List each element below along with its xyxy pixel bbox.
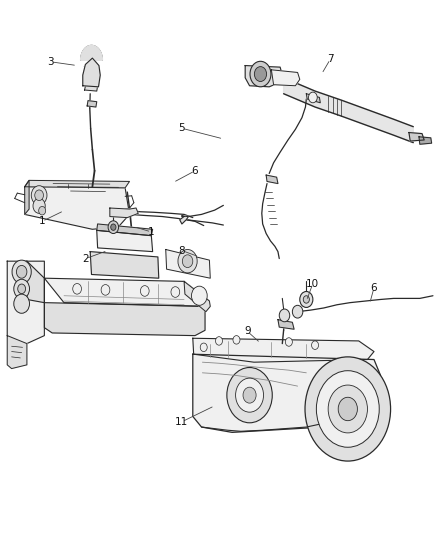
Circle shape bbox=[73, 284, 81, 294]
Text: 8: 8 bbox=[179, 246, 185, 255]
Circle shape bbox=[171, 287, 180, 297]
Polygon shape bbox=[97, 224, 152, 236]
Circle shape bbox=[250, 61, 271, 87]
Circle shape bbox=[305, 357, 391, 461]
Polygon shape bbox=[193, 338, 374, 362]
Polygon shape bbox=[193, 354, 381, 432]
Circle shape bbox=[254, 67, 267, 82]
Polygon shape bbox=[419, 137, 431, 144]
Polygon shape bbox=[44, 278, 209, 306]
Circle shape bbox=[14, 279, 29, 298]
Circle shape bbox=[31, 185, 47, 205]
Circle shape bbox=[328, 385, 367, 433]
Polygon shape bbox=[25, 180, 29, 214]
Circle shape bbox=[311, 341, 318, 350]
Text: 1: 1 bbox=[148, 227, 155, 237]
Circle shape bbox=[236, 378, 264, 412]
Circle shape bbox=[108, 221, 119, 233]
Polygon shape bbox=[110, 208, 138, 217]
Circle shape bbox=[279, 309, 290, 322]
Text: 2: 2 bbox=[82, 254, 89, 263]
Text: 6: 6 bbox=[371, 283, 377, 293]
Circle shape bbox=[227, 368, 272, 423]
Polygon shape bbox=[245, 66, 283, 87]
Circle shape bbox=[39, 206, 46, 215]
Polygon shape bbox=[180, 216, 188, 224]
Polygon shape bbox=[81, 45, 102, 60]
Polygon shape bbox=[278, 320, 294, 329]
Polygon shape bbox=[87, 101, 97, 107]
Circle shape bbox=[101, 285, 110, 295]
Polygon shape bbox=[7, 336, 27, 368]
Circle shape bbox=[233, 336, 240, 344]
Polygon shape bbox=[266, 175, 278, 183]
Circle shape bbox=[33, 198, 45, 213]
Text: 10: 10 bbox=[306, 279, 319, 288]
Polygon shape bbox=[166, 249, 210, 278]
Polygon shape bbox=[44, 303, 205, 336]
Circle shape bbox=[12, 260, 31, 284]
Polygon shape bbox=[306, 94, 320, 103]
Polygon shape bbox=[272, 70, 300, 86]
Circle shape bbox=[35, 190, 43, 200]
Text: 9: 9 bbox=[244, 326, 251, 336]
Circle shape bbox=[182, 255, 193, 268]
Polygon shape bbox=[25, 187, 130, 229]
Circle shape bbox=[292, 305, 303, 318]
Circle shape bbox=[303, 296, 309, 303]
Text: 7: 7 bbox=[327, 54, 334, 64]
Polygon shape bbox=[27, 261, 44, 303]
Circle shape bbox=[178, 249, 197, 273]
Circle shape bbox=[191, 286, 207, 305]
Polygon shape bbox=[409, 133, 424, 141]
Circle shape bbox=[300, 292, 313, 308]
Text: 6: 6 bbox=[192, 166, 198, 176]
Circle shape bbox=[16, 265, 27, 278]
Circle shape bbox=[14, 294, 29, 313]
Text: 3: 3 bbox=[48, 57, 54, 67]
Circle shape bbox=[215, 337, 223, 345]
Text: 1: 1 bbox=[39, 216, 46, 227]
Circle shape bbox=[338, 397, 357, 421]
Polygon shape bbox=[25, 180, 130, 188]
Polygon shape bbox=[83, 58, 100, 87]
Polygon shape bbox=[85, 85, 98, 91]
Circle shape bbox=[316, 370, 379, 447]
Circle shape bbox=[308, 92, 317, 103]
Text: 11: 11 bbox=[175, 417, 188, 427]
Polygon shape bbox=[97, 230, 152, 252]
Circle shape bbox=[286, 338, 292, 346]
Circle shape bbox=[18, 284, 25, 294]
Polygon shape bbox=[284, 78, 413, 143]
Circle shape bbox=[200, 343, 207, 352]
Polygon shape bbox=[90, 252, 159, 278]
Circle shape bbox=[243, 387, 256, 403]
Polygon shape bbox=[184, 281, 210, 312]
Text: 5: 5 bbox=[179, 123, 185, 133]
Circle shape bbox=[141, 286, 149, 296]
Circle shape bbox=[111, 224, 116, 230]
Polygon shape bbox=[7, 261, 44, 344]
